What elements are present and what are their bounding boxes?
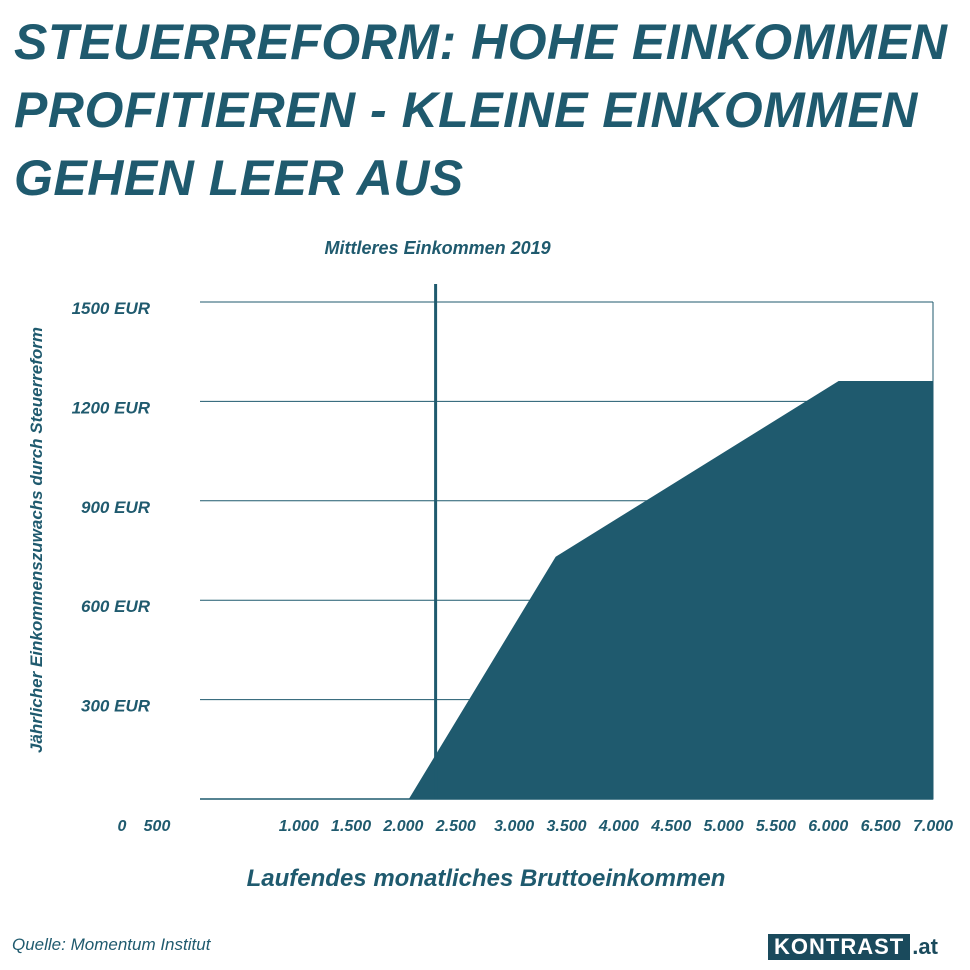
- y-tick-label: 300 EUR: [81, 697, 151, 716]
- page-title: STEUERREFORM: HOHE EINKOMMEN PROFITIEREN…: [14, 14, 948, 206]
- y-axis-label: Jährlicher Einkommenszuwachs durch Steue…: [27, 327, 46, 753]
- area-fill: [200, 381, 934, 800]
- x-tick-label: 4.000: [598, 818, 639, 835]
- y-tick-labels: 300 EUR 600 EUR 900 EUR 1200 EUR 1500 EUR: [72, 299, 151, 716]
- x-axis-label: Laufendes monatliches Bruttoeinkommen: [247, 865, 726, 892]
- kontrast-logo: KONTRAST .at: [768, 934, 938, 960]
- x-tick-label: 4.500: [650, 818, 691, 835]
- x-tick-label: 3.500: [546, 818, 586, 835]
- y-tick-label: 900 EUR: [81, 498, 151, 517]
- x-tick-label: 5.500: [756, 818, 796, 835]
- logo-brand: KONTRAST: [768, 934, 911, 960]
- x-tick-label: 500: [144, 818, 171, 835]
- y-tick-label: 1500 EUR: [72, 299, 151, 318]
- y-tick-label: 600 EUR: [81, 597, 151, 616]
- x-tick-label: 3.000: [494, 818, 534, 835]
- x-tick-label: 2.500: [435, 818, 476, 835]
- median-income-label: Mittleres Einkommen 2019: [325, 238, 551, 258]
- x-tick-labels: 0 500 1.000 1.500 2.000 2.500 3.000 3.500 4.000 4…: [118, 818, 954, 835]
- x-tick-label: 2.000: [382, 818, 423, 835]
- area-series: [200, 381, 934, 800]
- x-tick-label: 6.500: [861, 818, 901, 835]
- x-tick-label: 7.000: [913, 818, 953, 835]
- source-note: Quelle: Momentum Institut: [12, 935, 211, 954]
- annotations: Mittleres Einkommen 2019: [325, 238, 551, 799]
- area-chart: Mittleres Einkommen 2019 300 EUR 600 EUR 9…: [27, 238, 954, 892]
- x-tick-label: 1.000: [279, 818, 319, 835]
- x-tick-label: 1.500: [331, 818, 371, 835]
- x-tick-label: 0: [118, 818, 127, 835]
- y-tick-label: 1200 EUR: [72, 398, 151, 417]
- logo-tld: .at: [912, 934, 938, 959]
- x-tick-label: 6.000: [808, 818, 848, 835]
- x-tick-label: 5.000: [704, 818, 744, 835]
